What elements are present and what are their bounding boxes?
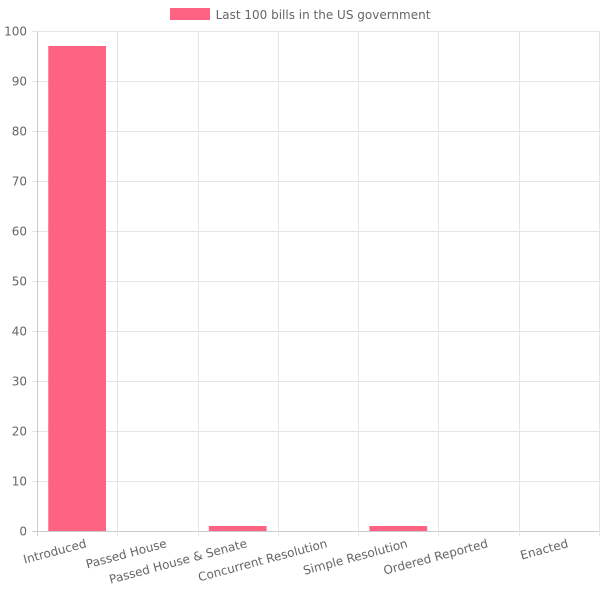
legend-swatch (169, 8, 210, 20)
y-tick-label: 0 (19, 525, 27, 539)
y-tick-label: 40 (12, 325, 27, 339)
x-tick-label: Introduced (22, 536, 88, 566)
y-tick-label: 100 (4, 25, 27, 39)
y-tick-label: 10 (12, 475, 27, 489)
grid (32, 31, 600, 536)
y-tick-label: 80 (12, 125, 27, 139)
y-tick-label: 90 (12, 75, 27, 89)
bars (48, 46, 428, 531)
legend[interactable]: Last 100 bills in the US government (0, 8, 600, 22)
y-tick-label: 30 (12, 375, 27, 389)
bar[interactable] (208, 526, 267, 531)
bar[interactable] (48, 46, 107, 531)
y-tick-label: 20 (12, 425, 27, 439)
legend-label: Last 100 bills in the US government (215, 8, 431, 22)
x-tick-label: Enacted (519, 536, 570, 562)
y-tick-label: 60 (12, 225, 27, 239)
y-tick-label: 50 (12, 275, 27, 289)
x-tick-label: Passed House & Senate (108, 536, 249, 586)
y-axis: 0 10 20 30 40 50 60 70 80 90 100 (4, 25, 27, 539)
y-tick-label: 70 (12, 175, 27, 189)
bar[interactable] (369, 526, 428, 531)
